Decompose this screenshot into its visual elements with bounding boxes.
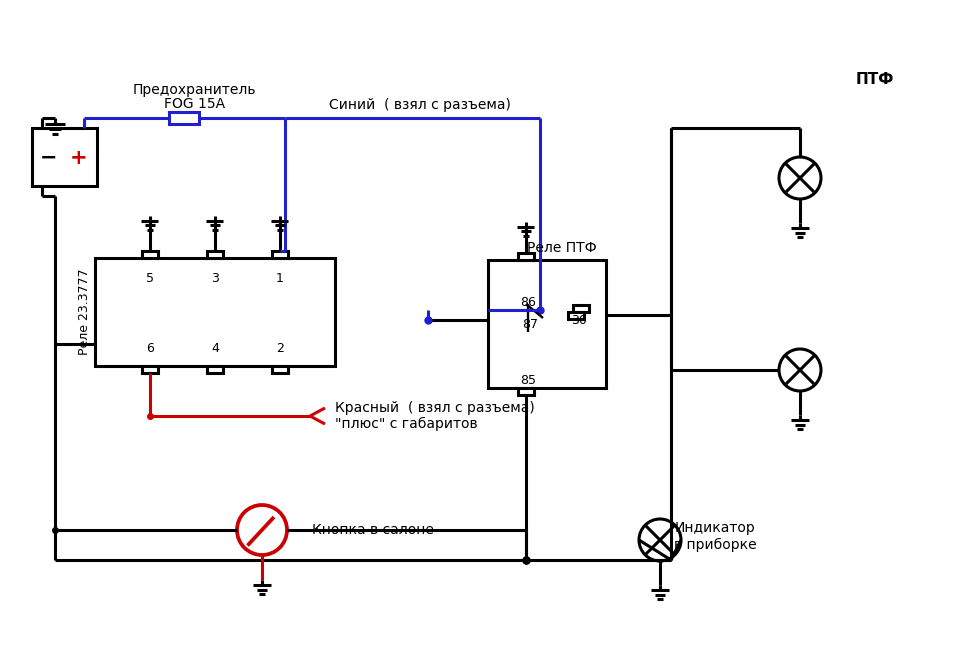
Text: Красный  ( взял с разъема): Красный ( взял с разъема) (334, 401, 534, 415)
Bar (142, 251, 158, 258)
Text: FOG 15A: FOG 15A (163, 97, 225, 111)
Text: Кнопка в салоне: Кнопка в салоне (311, 523, 433, 537)
Bar (272, 366, 287, 373)
Text: 87: 87 (522, 319, 537, 331)
Text: Синий  ( взял с разъема): Синий ( взял с разъема) (329, 98, 510, 112)
Text: "плюс" с габаритов: "плюс" с габаритов (334, 417, 477, 431)
Bar (517, 253, 533, 260)
Text: Индикатор: Индикатор (674, 521, 754, 535)
Bar (32, 128, 97, 186)
Text: Реле ПТФ: Реле ПТФ (527, 241, 596, 255)
Bar (487, 260, 605, 388)
Bar (169, 112, 199, 124)
Text: 85: 85 (520, 373, 535, 386)
Bar (272, 251, 287, 258)
Text: 4: 4 (210, 342, 219, 356)
Text: Реле 23.3777: Реле 23.3777 (79, 269, 91, 356)
Text: 2: 2 (276, 342, 283, 356)
Bar (517, 388, 533, 395)
Bar (207, 251, 223, 258)
Text: −: − (40, 148, 58, 168)
Text: 86: 86 (520, 295, 535, 308)
Bar (573, 305, 588, 312)
Text: Предохранитель: Предохранитель (133, 83, 256, 97)
Text: 30: 30 (571, 314, 586, 327)
Text: в приборке: в приборке (673, 538, 755, 552)
Text: 6: 6 (146, 342, 154, 356)
Text: 1: 1 (276, 272, 283, 285)
Bar (142, 366, 158, 373)
Text: ПТФ: ПТФ (855, 73, 894, 87)
Text: +: + (70, 148, 87, 168)
Bar (95, 258, 334, 366)
Text: 3: 3 (210, 272, 219, 285)
Bar (207, 366, 223, 373)
Bar (567, 312, 583, 319)
Text: 5: 5 (146, 272, 154, 285)
